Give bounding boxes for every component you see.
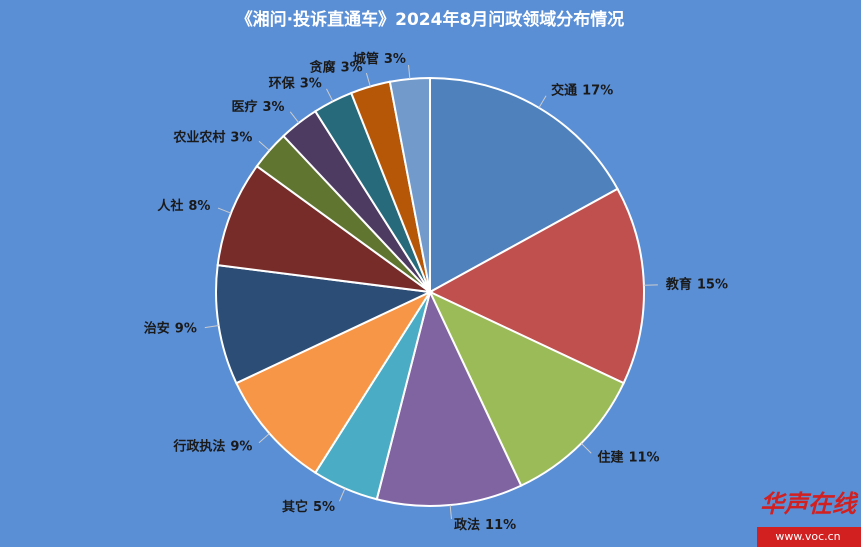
- value-label: 11%: [628, 450, 659, 465]
- leader-line: [289, 111, 300, 124]
- value-label: 9%: [175, 321, 197, 336]
- pie-slice: [375, 289, 523, 507]
- value-label: 11%: [485, 517, 516, 532]
- category-label: 治安: [144, 320, 170, 336]
- leader-line: [258, 140, 270, 151]
- value-label: 5%: [313, 499, 335, 514]
- data-label: 交通 17%: [551, 82, 613, 98]
- category-label: 农业农村: [172, 129, 225, 145]
- data-label: 教育 15%: [665, 276, 728, 292]
- category-label: 环保: [269, 75, 296, 91]
- value-label: 3%: [341, 60, 363, 75]
- value-label: 8%: [188, 198, 210, 213]
- category-label: 住建: [597, 449, 623, 465]
- pie-slice: [427, 289, 625, 487]
- category-label: 医疗: [231, 99, 257, 115]
- data-label: 行政执法 9%: [172, 438, 252, 454]
- category-label: 教育: [665, 276, 692, 292]
- category-label: 政法: [454, 516, 480, 532]
- data-label: 政法 11%: [454, 516, 516, 532]
- category-label: 其它: [282, 498, 308, 514]
- data-label: 治安 9%: [144, 320, 197, 336]
- data-label: 环保 3%: [269, 75, 322, 91]
- leader-line: [326, 88, 334, 102]
- leader-line: [338, 488, 346, 502]
- data-label: 农业农村 3%: [172, 129, 252, 145]
- pie-slice: [216, 164, 431, 293]
- data-label: 医疗 3%: [231, 99, 284, 115]
- data-label: 人社 8%: [157, 197, 210, 213]
- watermark-logo: 华声在线: [760, 490, 859, 518]
- data-label: 住建 11%: [597, 449, 659, 465]
- leader-line: [204, 324, 219, 329]
- data-label: 其它 5%: [282, 498, 335, 514]
- watermark-bg: [757, 527, 861, 547]
- value-label: 3%: [300, 76, 322, 91]
- leader-line: [408, 64, 411, 79]
- leader-line: [217, 207, 232, 214]
- chart-title: 《湘问·投诉直通车》2024年8月问政领域分布情况: [236, 9, 625, 30]
- data-label: 贪腐 3%: [309, 59, 363, 75]
- value-label: 15%: [697, 277, 728, 292]
- data-label: 城管 3%: [353, 51, 406, 67]
- category-label: 贪腐: [309, 59, 336, 75]
- value-label: 17%: [582, 83, 613, 98]
- leader-line: [365, 72, 371, 87]
- value-label: 3%: [384, 52, 406, 67]
- category-label: 交通: [551, 82, 577, 98]
- leader-line: [449, 505, 452, 520]
- pie-slice: [427, 187, 645, 385]
- leader-line: [580, 442, 592, 454]
- category-label: 城管: [353, 51, 379, 67]
- category-label: 人社: [157, 197, 183, 213]
- watermark-url: www.voc.cn: [775, 530, 840, 543]
- leader-line: [258, 433, 270, 444]
- value-label: 3%: [263, 100, 285, 115]
- pie-slice: [429, 76, 619, 294]
- value-label: 3%: [230, 130, 252, 145]
- leader-line: [538, 95, 547, 109]
- category-label: 行政执法: [172, 438, 225, 454]
- value-label: 9%: [230, 439, 252, 454]
